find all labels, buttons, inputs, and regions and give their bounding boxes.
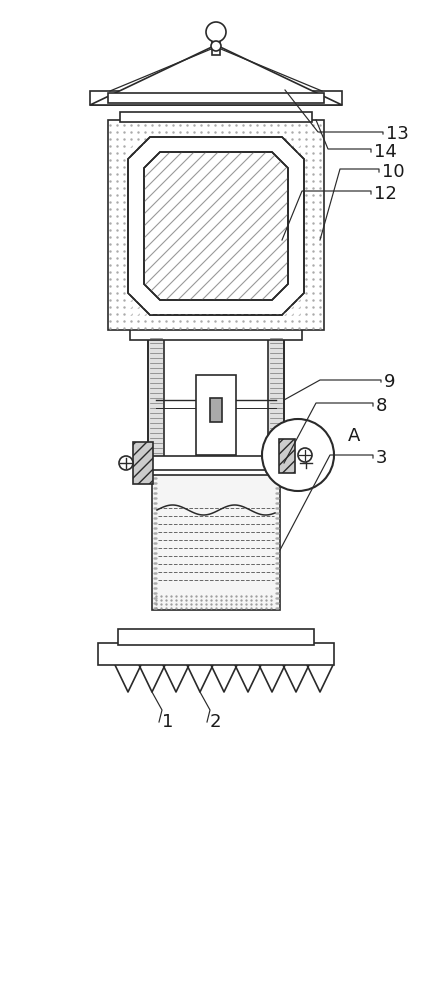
Text: 3: 3 bbox=[376, 449, 388, 467]
Bar bbox=[148, 337, 164, 460]
Circle shape bbox=[211, 41, 221, 51]
Circle shape bbox=[298, 448, 312, 462]
Bar bbox=[152, 475, 280, 610]
Bar bbox=[148, 456, 284, 470]
Bar bbox=[108, 93, 324, 103]
Bar bbox=[268, 337, 284, 460]
Text: 9: 9 bbox=[384, 373, 396, 391]
Bar bbox=[148, 335, 284, 460]
Text: 10: 10 bbox=[382, 163, 405, 181]
Bar bbox=[118, 629, 314, 645]
Bar bbox=[210, 398, 222, 422]
Circle shape bbox=[206, 22, 226, 42]
Text: A: A bbox=[348, 427, 360, 445]
Bar bbox=[212, 40, 220, 55]
Bar bbox=[133, 442, 153, 484]
Circle shape bbox=[262, 419, 334, 491]
Bar bbox=[98, 643, 334, 665]
Text: 14: 14 bbox=[374, 143, 397, 161]
Polygon shape bbox=[128, 137, 304, 315]
Circle shape bbox=[299, 456, 313, 470]
Bar bbox=[130, 328, 302, 340]
Bar bbox=[120, 112, 312, 122]
Text: 13: 13 bbox=[386, 125, 409, 143]
Polygon shape bbox=[144, 152, 288, 300]
Circle shape bbox=[119, 456, 133, 470]
Bar bbox=[196, 375, 236, 455]
Text: 8: 8 bbox=[376, 397, 388, 415]
Bar bbox=[90, 91, 342, 105]
Polygon shape bbox=[90, 45, 342, 105]
Text: 2: 2 bbox=[210, 713, 222, 731]
Bar bbox=[108, 120, 324, 330]
Bar bbox=[279, 439, 295, 473]
Text: 12: 12 bbox=[374, 185, 397, 203]
Bar bbox=[279, 442, 299, 484]
Text: 1: 1 bbox=[162, 713, 173, 731]
